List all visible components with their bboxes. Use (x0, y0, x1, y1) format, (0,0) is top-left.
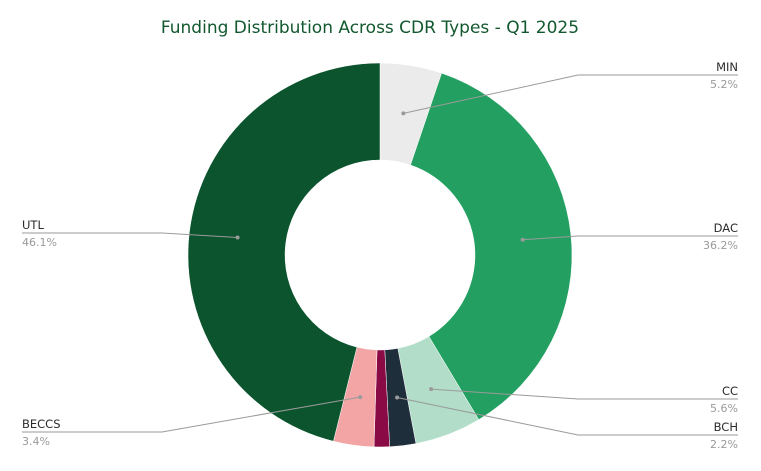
label-name-beccs: BECCS (22, 417, 61, 431)
label-value-min: 5.2% (710, 78, 738, 91)
label-name-bch: BCH (714, 420, 738, 434)
label-value-bch: 2.2% (710, 438, 738, 451)
leader-line-utl (22, 232, 238, 238)
label-value-dac: 36.2% (703, 239, 738, 252)
leader-line-beccs (22, 396, 361, 433)
label-value-utl: 46.1% (22, 236, 57, 249)
label-value-beccs: 3.4% (22, 435, 50, 448)
slices-group (187, 62, 573, 448)
label-value-cc: 5.6% (710, 402, 738, 415)
label-name-min: MIN (716, 60, 738, 74)
label-name-dac: DAC (714, 221, 738, 235)
leader-line-bch (396, 396, 738, 436)
leader-line-dac (522, 235, 738, 241)
leader-line-cc (431, 388, 738, 400)
chart-title: Funding Distribution Across CDR Types - … (161, 18, 579, 38)
label-name-cc: CC (722, 384, 738, 398)
leader-line-min (403, 74, 738, 114)
label-name-utl: UTL (22, 218, 44, 232)
labels-group: MIN 5.2% DAC 36.2% CC 5.6% BCH 2.2% BECCS 3.4% UTL… (22, 60, 738, 451)
slice-dac[interactable] (410, 72, 573, 420)
